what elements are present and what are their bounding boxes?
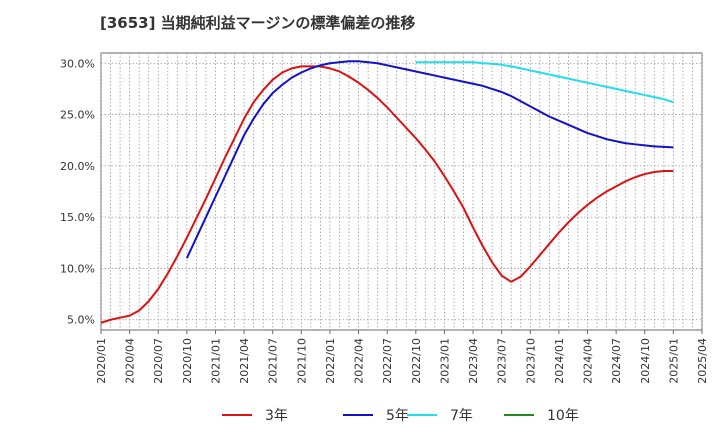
x-tick-label: 2023/04 [467,338,480,384]
series-line-1 [185,60,674,259]
x-tick-label: 2024/10 [639,338,652,384]
legend-label-2: 7年 [450,408,473,424]
series-line-2 [415,61,674,104]
x-tick-label: 2024/07 [610,338,623,384]
x-tick-label: 2024/01 [553,338,566,384]
x-tick-label: 2020/07 [152,338,165,384]
legend-label-3: 10年 [547,408,579,424]
x-tick-label: 2021/10 [295,338,308,384]
y-tick-label: 15.0% [60,211,95,224]
x-tick-label: 2023/07 [496,338,509,384]
x-tick-label: 2024/04 [582,338,595,384]
legend-label-1: 5年 [386,408,409,424]
x-tick-label: 2021/04 [238,338,251,384]
y-tick-label: 20.0% [60,160,95,173]
y-tick-label: 5.0% [67,314,95,327]
x-tick-label: 2025/01 [667,338,680,384]
x-tick-label: 2020/10 [181,338,194,384]
x-tick-label: 2022/10 [410,338,423,384]
x-tick-label: 2022/04 [353,338,366,384]
x-tick-label: 2023/01 [438,338,451,384]
x-tick-label: 2021/01 [209,338,222,384]
x-tick-label: 2020/04 [124,338,137,384]
y-axis-ticks: 5.0% 10.0% 15.0% 20.0% 25.0% 30.0% [60,57,95,326]
legend: 3年 5年 7年 10年 [222,408,579,424]
x-tick-label: 2022/07 [381,338,394,384]
y-tick-label: 10.0% [60,262,95,275]
series-lines [100,60,674,324]
x-tick-label: 2025/04 [696,338,709,384]
x-tick-label: 2023/10 [524,338,537,384]
x-tick-label: 2021/07 [267,338,280,384]
x-tick-label: 2022/01 [324,338,337,384]
y-tick-label: 25.0% [60,109,95,122]
plot-area [100,52,703,331]
series-line-0 [100,65,674,324]
chart-title: [3653] 当期純利益マージンの標準偏差の推移 [100,14,416,32]
y-tick-label: 30.0% [60,57,95,70]
legend-label-0: 3年 [265,408,288,424]
x-axis-ticks: 2020/01 2020/04 2020/07 2020/10 2021/01 2021/… [95,330,709,384]
x-tick-label: 2020/01 [95,338,108,384]
